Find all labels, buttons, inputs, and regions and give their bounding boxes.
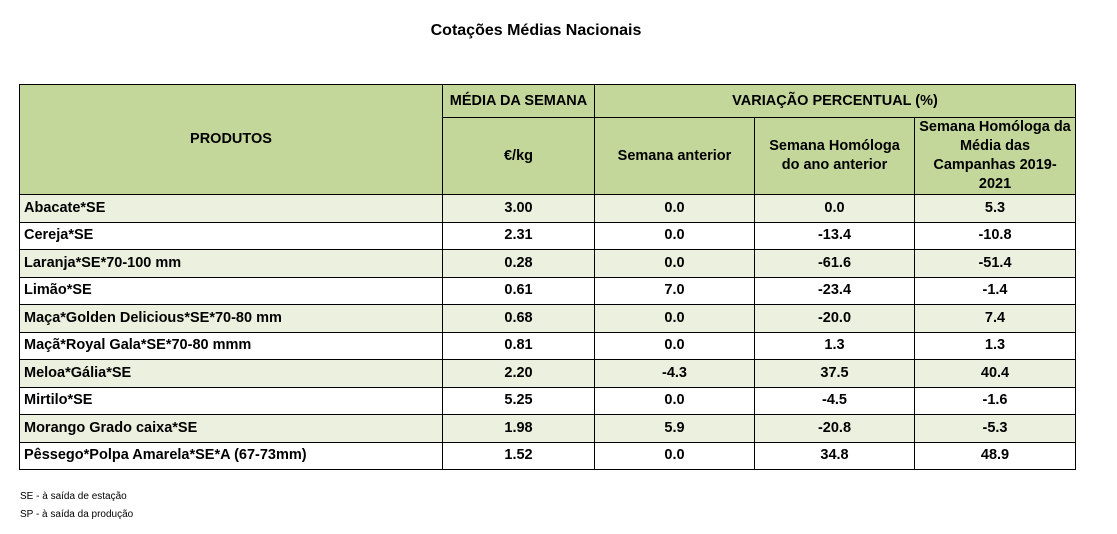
quotes-table: PRODUTOS MÉDIA DA SEMANA VARIAÇÃO PERCEN…: [19, 84, 1077, 470]
header-avg-week: MÉDIA DA SEMANA: [442, 84, 595, 118]
prev-week-cell: -4.3: [594, 359, 755, 388]
product-cell: Laranja*SE*70-100 mm: [19, 249, 443, 278]
prev-year-cell: -4.5: [754, 386, 915, 415]
prev-week-cell: 0.0: [594, 386, 755, 415]
product-cell: Maçã*Royal Gala*SE*70-80 mmm: [19, 331, 443, 360]
product-cell: Mirtilo*SE: [19, 386, 443, 415]
prev-week-cell: 5.9: [594, 414, 755, 443]
header-prev-week: Semana anterior: [594, 117, 755, 195]
product-cell: Cereja*SE: [19, 221, 443, 250]
table-row: Meloa*Gália*SE 2.20 -4.3 37.5 40.4: [19, 359, 1077, 388]
table-row: Maça*Golden Delicious*SE*70-80 mm 0.68 0…: [19, 304, 1077, 333]
campaigns-cell: 5.3: [913, 194, 1077, 223]
avg-cell: 2.31: [442, 221, 595, 250]
prev-week-cell: 0.0: [594, 331, 755, 360]
table-row: Maçã*Royal Gala*SE*70-80 mmm 0.81 0.0 1.…: [19, 331, 1077, 360]
table-row: Morango Grado caixa*SE 1.98 5.9 -20.8 -5…: [19, 414, 1077, 443]
table-row: Pêssego*Polpa Amarela*SE*A (67-73mm) 1.5…: [19, 441, 1077, 470]
footnotes: SE - à saída de estação SP - à saída da …: [20, 488, 133, 524]
avg-cell: 3.00: [442, 194, 595, 223]
prev-week-cell: 0.0: [594, 194, 755, 223]
prev-week-cell: 0.0: [594, 304, 755, 333]
table-row: Cereja*SE 2.31 0.0 -13.4 -10.8: [19, 221, 1077, 250]
campaigns-cell: 7.4: [913, 304, 1077, 333]
campaigns-cell: -1.6: [913, 386, 1077, 415]
product-cell: Limão*SE: [19, 276, 443, 305]
product-cell: Morango Grado caixa*SE: [19, 414, 443, 443]
prev-year-cell: -13.4: [754, 221, 915, 250]
avg-cell: 5.25: [442, 386, 595, 415]
header-variation: VARIAÇÃO PERCENTUAL (%): [593, 84, 1077, 118]
campaigns-cell: -10.8: [913, 221, 1077, 250]
campaigns-cell: 40.4: [913, 359, 1077, 388]
prev-week-cell: 0.0: [594, 441, 755, 470]
avg-cell: 0.61: [442, 276, 595, 305]
header-unit: €/kg: [442, 117, 595, 195]
prev-year-cell: -20.0: [754, 304, 915, 333]
header-same-week-avg-campaigns: Semana Homóloga da Média das Campanhas 2…: [913, 117, 1077, 195]
avg-cell: 0.81: [442, 331, 595, 360]
campaigns-cell: 1.3: [913, 331, 1077, 360]
campaigns-cell: -5.3: [913, 414, 1077, 443]
campaigns-cell: 48.9: [913, 441, 1077, 470]
campaigns-cell: -1.4: [913, 276, 1077, 305]
prev-year-cell: 34.8: [754, 441, 915, 470]
table-row: Laranja*SE*70-100 mm 0.28 0.0 -61.6 -51.…: [19, 249, 1077, 278]
prev-week-cell: 0.0: [594, 221, 755, 250]
avg-cell: 1.52: [442, 441, 595, 470]
avg-cell: 1.98: [442, 414, 595, 443]
header-same-week-prev-year: Semana Homóloga do ano anterior: [754, 117, 915, 195]
table-row: Limão*SE 0.61 7.0 -23.4 -1.4: [19, 276, 1077, 305]
footnote-se: SE - à saída de estação: [20, 491, 127, 502]
avg-cell: 0.28: [442, 249, 595, 278]
product-cell: Meloa*Gália*SE: [19, 359, 443, 388]
avg-cell: 0.68: [442, 304, 595, 333]
avg-cell: 2.20: [442, 359, 595, 388]
prev-year-cell: 1.3: [754, 331, 915, 360]
table-row: Abacate*SE 3.00 0.0 0.0 5.3: [19, 194, 1077, 223]
product-cell: Maça*Golden Delicious*SE*70-80 mm: [19, 304, 443, 333]
table-row: Mirtilo*SE 5.25 0.0 -4.5 -1.6: [19, 386, 1077, 415]
prev-year-cell: -61.6: [754, 249, 915, 278]
prev-year-cell: -23.4: [754, 276, 915, 305]
footnote-sp: SP - à saída da produção: [20, 509, 134, 520]
prev-year-cell: -20.8: [754, 414, 915, 443]
prev-week-cell: 7.0: [594, 276, 755, 305]
header-products: PRODUTOS: [19, 84, 443, 195]
page-title: Cotações Médias Nacionais: [430, 22, 642, 39]
product-cell: Pêssego*Polpa Amarela*SE*A (67-73mm): [19, 441, 443, 470]
product-cell: Abacate*SE: [19, 194, 443, 223]
prev-year-cell: 0.0: [754, 194, 915, 223]
prev-year-cell: 37.5: [754, 359, 915, 388]
campaigns-cell: -51.4: [913, 249, 1077, 278]
prev-week-cell: 0.0: [594, 249, 755, 278]
